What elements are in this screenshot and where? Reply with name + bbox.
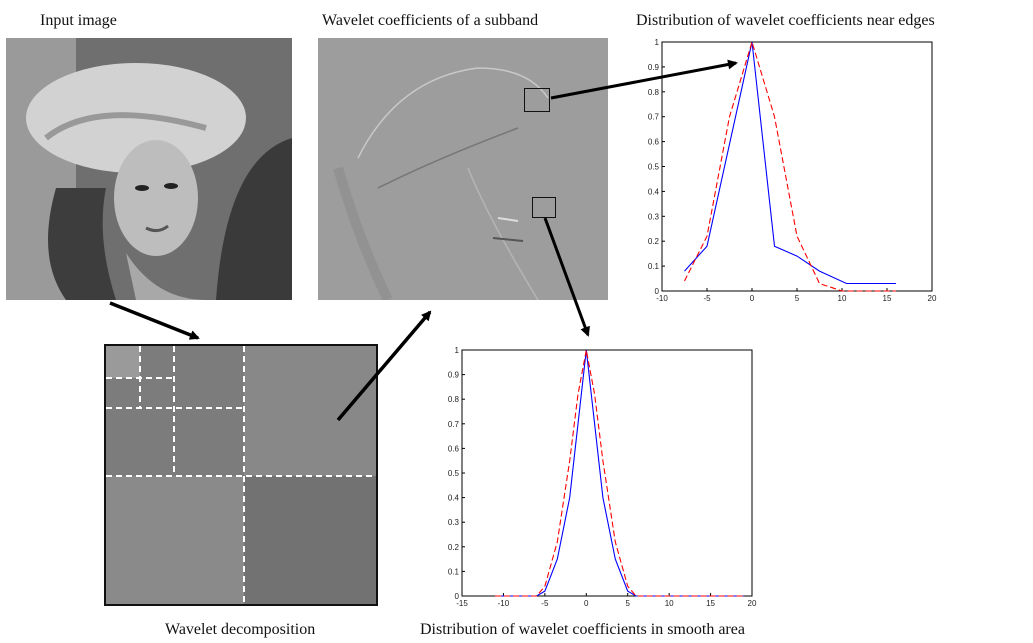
x-tick-label: -10 xyxy=(656,294,668,303)
y-tick-label: 0.4 xyxy=(648,187,660,196)
subband-texture xyxy=(318,38,608,300)
wavelet-decomposition-image xyxy=(104,344,378,606)
subband-coefficients-image xyxy=(318,38,608,300)
caption-input-image: Input image xyxy=(40,12,117,29)
y-tick-label: 0 xyxy=(455,592,460,601)
y-tick-label: 0.4 xyxy=(448,494,460,503)
y-tick-label: 0.8 xyxy=(448,395,460,404)
y-tick-label: 0.6 xyxy=(648,138,660,147)
x-tick-label: 15 xyxy=(706,599,715,608)
x-tick-label: 5 xyxy=(625,599,630,608)
x-tick-label: 0 xyxy=(750,294,755,303)
caption-smooth-distribution: Distribution of wavelet coefficients in … xyxy=(420,621,745,638)
smooth-region-marker xyxy=(532,197,556,218)
series-line-red-dashed xyxy=(684,40,896,292)
plot-frame xyxy=(661,41,933,292)
y-tick-label: 1 xyxy=(455,346,460,355)
x-tick-label: -5 xyxy=(703,294,711,303)
y-tick-label: 0.5 xyxy=(448,469,460,478)
decomposition-subbands xyxy=(106,346,376,604)
x-tick-label: 0 xyxy=(584,599,589,608)
caption-edges-distribution: Distribution of wavelet coefficients nea… xyxy=(636,12,935,29)
caption-subband: Wavelet coefficients of a subband xyxy=(322,12,539,29)
caption-decomposition: Wavelet decomposition xyxy=(165,621,316,638)
edges-distribution-chart: -10 -5 0 5 10 15 20 0 0.1 0.2 0.3 0.4 0.5 0.6 0.7 0.8 0.… xyxy=(648,38,937,303)
x-tick-label: 15 xyxy=(883,294,892,303)
x-tick-label: 20 xyxy=(748,599,757,608)
y-tick-label: 1 xyxy=(655,38,660,47)
smooth-distribution-chart: -15 -10 -5 0 5 10 15 20 0 0.1 0.2 0.3 0.4 0.5 0.6 0.7 0.… xyxy=(448,346,757,608)
y-tick-label: 0.6 xyxy=(448,444,460,453)
x-tick-label: 10 xyxy=(665,599,674,608)
y-tick-label: 0.1 xyxy=(648,262,660,271)
y-tick-label: 0.3 xyxy=(448,518,460,527)
y-tick-label: 0.2 xyxy=(448,543,460,552)
x-tick-label: -15 xyxy=(456,599,468,608)
series-line-blue-solid xyxy=(495,349,744,597)
x-tick-label: 5 xyxy=(795,294,800,303)
y-tick-label: 0.9 xyxy=(648,63,660,72)
series-line-red-dashed xyxy=(495,349,744,597)
y-tick-label: 0 xyxy=(655,287,660,296)
series-line-blue-solid xyxy=(684,41,896,285)
y-tick-label: 0.5 xyxy=(648,163,660,172)
y-tick-label: 0.1 xyxy=(448,567,460,576)
y-tick-label: 0.2 xyxy=(648,237,660,246)
y-tick-label: 0.7 xyxy=(648,113,660,122)
x-tick-label: 20 xyxy=(928,294,937,303)
input-image-illustration xyxy=(6,38,292,300)
x-tick-label: -10 xyxy=(498,599,510,608)
plot-frame xyxy=(461,349,753,597)
input-image xyxy=(6,38,292,300)
x-tick-label: 10 xyxy=(838,294,847,303)
x-tick-label: -5 xyxy=(541,599,549,608)
arrow-input-to-decomposition xyxy=(109,301,200,340)
y-tick-label: 0.7 xyxy=(448,420,460,429)
edge-region-marker xyxy=(524,88,550,112)
y-tick-label: 0.8 xyxy=(648,88,660,97)
y-tick-label: 0.9 xyxy=(448,371,460,380)
y-tick-label: 0.3 xyxy=(648,212,660,221)
